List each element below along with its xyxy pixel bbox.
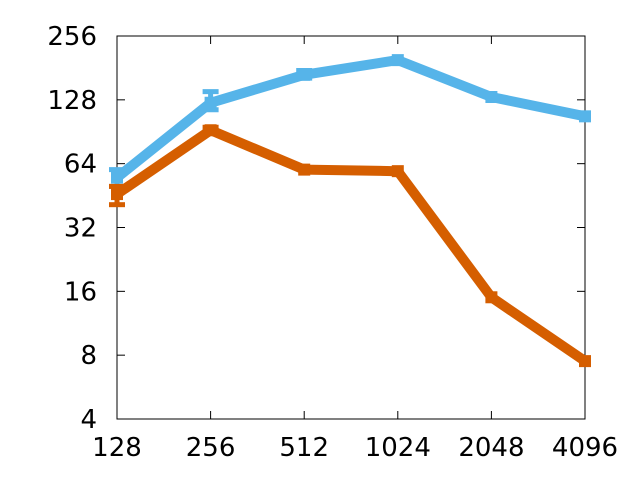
data-point	[391, 54, 404, 67]
y-tick-label: 8	[80, 341, 97, 371]
data-point	[579, 355, 591, 368]
series-line	[113, 55, 587, 182]
series-line	[114, 125, 588, 366]
y-axis-tick-labels: 4 8 16 32 64 128 256	[47, 22, 97, 435]
data-point	[111, 171, 123, 184]
y-tick-label: 16	[64, 277, 97, 307]
data-point	[204, 124, 217, 137]
data-point	[204, 96, 217, 109]
y-tick-label: 64	[64, 150, 97, 180]
data-point	[391, 165, 404, 178]
x-tick-label: 1024	[365, 433, 431, 463]
data-point	[485, 90, 498, 103]
data-point	[111, 188, 123, 201]
x-tick-label: 2048	[458, 433, 524, 463]
axis-ticks	[116, 35, 586, 420]
x-tick-label: 256	[186, 433, 236, 463]
x-axis-tick-labels: 128 256 512 1024 2048 4096	[92, 433, 618, 463]
series-layer	[109, 54, 591, 368]
y-tick-label: 256	[47, 22, 97, 52]
series-2	[109, 124, 591, 368]
data-point	[485, 291, 498, 304]
x-tick-label: 4096	[552, 433, 618, 463]
y-tick-label: 128	[47, 86, 97, 116]
y-tick-label: 32	[64, 214, 97, 244]
y-tick-label: 4	[80, 405, 97, 435]
x-tick-label: 512	[279, 433, 329, 463]
x-tick-label: 128	[92, 433, 142, 463]
plot-area-frame	[116, 35, 586, 420]
data-point	[298, 163, 311, 176]
data-point	[579, 110, 591, 123]
data-point	[298, 68, 311, 81]
